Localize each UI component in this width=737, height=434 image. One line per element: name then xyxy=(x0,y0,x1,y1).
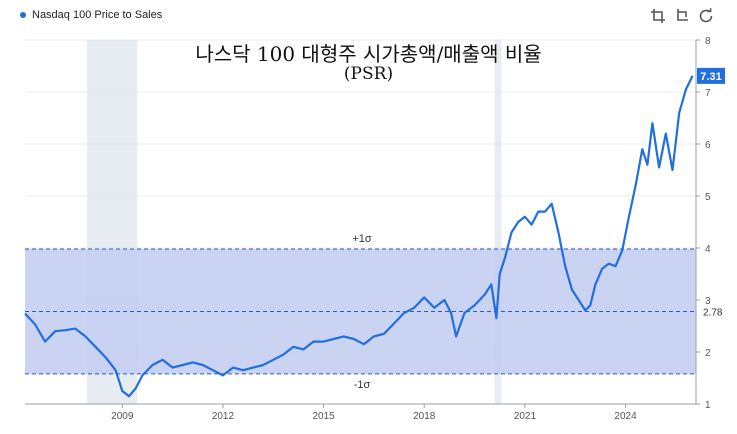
last-value-label: 7.31 xyxy=(700,71,721,83)
series-line xyxy=(24,75,694,398)
crop-alt-icon[interactable] xyxy=(673,7,691,25)
x-tick-label: 2024 xyxy=(614,411,637,422)
y-tick-label: 3 xyxy=(705,296,711,307)
x-tick-label: 2015 xyxy=(312,411,335,422)
y-tick-label: 6 xyxy=(705,140,711,151)
y-tick-label: 2 xyxy=(705,348,711,359)
last-value-badge xyxy=(697,67,725,84)
y-tick-label: 5 xyxy=(705,192,711,203)
chart-subtitle: (PSR) xyxy=(343,64,394,84)
x-tick-label: 2009 xyxy=(111,411,134,422)
x-tick-label: 2021 xyxy=(514,411,537,422)
x-tick-label: 2012 xyxy=(212,411,235,422)
legend-label: Nasdaq 100 Price to Sales xyxy=(32,9,163,21)
y-tick-label: 1 xyxy=(705,400,711,411)
chart-toolbar xyxy=(649,7,715,25)
refresh-icon[interactable] xyxy=(697,7,715,25)
lower-sigma-label: -1σ xyxy=(354,379,371,391)
sigma-band xyxy=(25,249,696,374)
chart-title: 나스닥 100 대형주 시가총액/매출액 비율 xyxy=(195,42,542,66)
crop-icon[interactable] xyxy=(649,7,667,25)
y-tick-label: 7 xyxy=(705,88,711,99)
x-tick-label: 2018 xyxy=(413,411,436,422)
mean-label: 2.78 xyxy=(703,307,723,318)
upper-sigma-label: +1σ xyxy=(352,233,372,245)
y-tick-label: 8 xyxy=(705,36,711,47)
legend-marker xyxy=(20,12,26,18)
legend: Nasdaq 100 Price to Sales xyxy=(20,9,162,21)
recession-shade xyxy=(494,40,502,404)
y-tick-label: 4 xyxy=(705,244,711,255)
